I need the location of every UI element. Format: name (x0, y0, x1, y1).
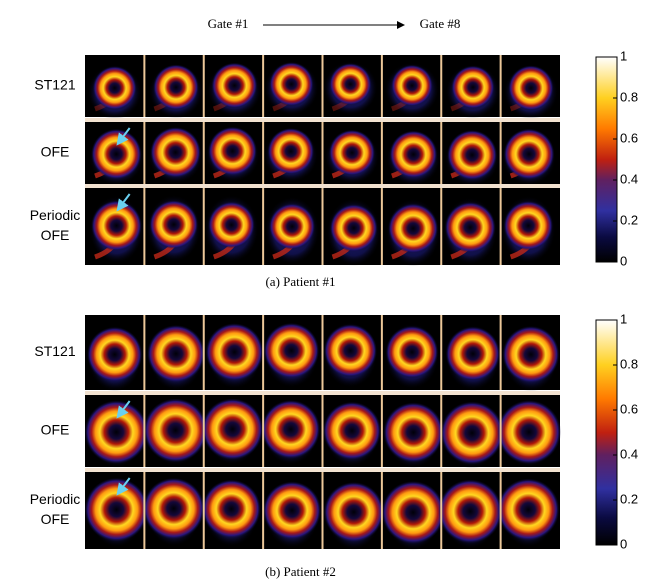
image-ring (150, 127, 200, 177)
image-ring (382, 481, 445, 544)
row-label: Periodic (30, 491, 81, 507)
image-ring (269, 62, 313, 106)
image-ring (383, 402, 443, 462)
row-label: OFE (41, 422, 70, 438)
image-ring (91, 200, 141, 250)
image-ring (206, 323, 264, 381)
image-ring (508, 65, 553, 110)
image-ring (268, 128, 314, 174)
image-ring (445, 202, 496, 253)
colorbar-tick-label: 0 (620, 253, 627, 268)
image-ring (451, 66, 494, 109)
colorbar-tick-label: 0.8 (620, 356, 638, 371)
image-ring (386, 326, 438, 378)
image-ring (263, 481, 321, 539)
image-ring (87, 327, 142, 382)
image-ring (388, 204, 438, 254)
colorbar-tick-label: 0.8 (620, 89, 638, 104)
row-separator (85, 184, 560, 188)
image-ring (212, 63, 258, 109)
image-ring (147, 325, 204, 382)
image-ring (93, 66, 137, 110)
image-ring (85, 478, 149, 542)
image-ring (324, 482, 384, 542)
row-label: Periodic (30, 207, 81, 223)
colorbar (596, 57, 617, 262)
image-ring (390, 131, 438, 179)
image-ring (202, 480, 261, 539)
image-ring (144, 399, 208, 463)
row-label: OFE (41, 227, 70, 243)
image-ring (91, 129, 141, 179)
row-label: OFE (41, 144, 70, 160)
image-ring (143, 478, 204, 539)
image-ring (202, 398, 263, 459)
image-ring (262, 400, 321, 459)
image-ring (447, 130, 497, 180)
colorbar-tick-label: 0.2 (620, 491, 638, 506)
image-ring (391, 65, 433, 107)
panel-caption: (b) Patient #2 (265, 564, 336, 579)
image-ring (504, 129, 555, 180)
image-ring (153, 64, 199, 110)
figure: Gate #1 Gate #8 ST121 OFE Periodic OFE 0 0.2 0… (0, 0, 651, 584)
image-ring (264, 323, 319, 378)
image-ring (323, 402, 381, 460)
image-ring (504, 201, 553, 250)
image-ring (149, 200, 198, 249)
row-separator (85, 468, 560, 472)
image-ring (446, 327, 500, 381)
row-label: ST121 (34, 77, 75, 93)
row-separator (85, 391, 560, 395)
colorbar (596, 320, 617, 545)
image-ring (502, 326, 559, 383)
image-ring (85, 400, 148, 463)
colorbar-tick-label: 1 (620, 311, 627, 326)
panel-caption: (a) Patient #1 (265, 274, 335, 289)
image-ring (269, 203, 315, 249)
colorbar-tick-label: 0 (620, 536, 627, 551)
image-ring (208, 127, 257, 176)
image-ring (497, 400, 561, 464)
image-ring (330, 204, 378, 252)
colorbar-tick-label: 1 (620, 48, 627, 63)
colorbar-tick-label: 0.6 (620, 130, 638, 145)
colorbar-tick-label: 0.2 (620, 212, 638, 227)
image-ring (438, 479, 502, 543)
image-ring (208, 202, 254, 248)
row-label: ST121 (34, 343, 75, 359)
colorbar-tick-label: 0.4 (620, 171, 638, 186)
row-separator (85, 118, 560, 122)
row-label: OFE (41, 511, 70, 527)
image-ring (441, 402, 504, 465)
colorbar-tick-label: 0.4 (620, 446, 638, 461)
colorbar-tick-label: 0.6 (620, 401, 638, 416)
image-ring (324, 324, 377, 377)
image-ring (497, 479, 559, 541)
image-ring (329, 63, 371, 105)
gate-end: Gate #8 (420, 16, 461, 31)
gate-start: Gate #1 (208, 16, 249, 31)
image-ring (329, 130, 375, 176)
